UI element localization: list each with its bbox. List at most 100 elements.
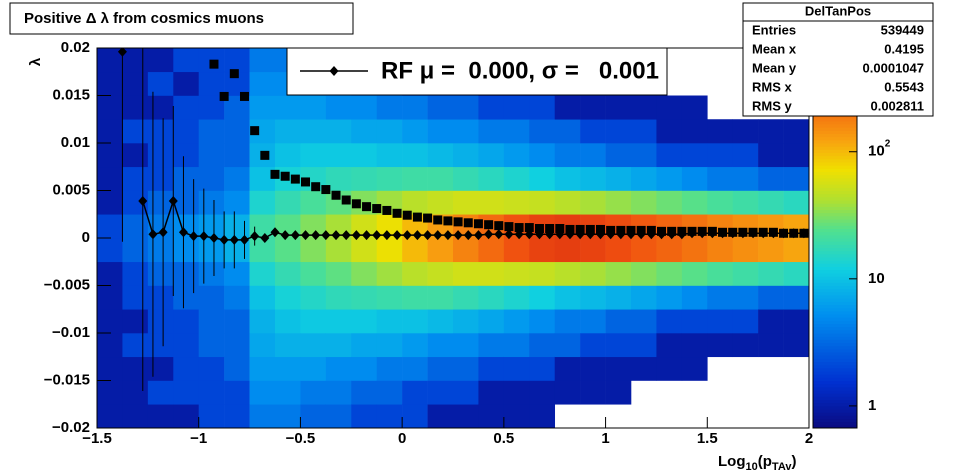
- heat-cell: [351, 285, 378, 310]
- color-bar-step: [813, 234, 857, 239]
- color-bar-step: [813, 177, 857, 182]
- color-bar-step: [813, 393, 857, 397]
- x-tick-label: 0.5: [493, 430, 514, 447]
- heat-cell: [529, 190, 556, 215]
- heat-cell: [681, 356, 708, 381]
- heatmap: [97, 48, 809, 428]
- heat-cell: [503, 380, 530, 405]
- heat-cell: [351, 95, 378, 120]
- heat-cell: [300, 309, 327, 334]
- heat-cell: [224, 166, 250, 191]
- color-bar-step: [813, 184, 857, 188]
- heat-cell: [122, 356, 149, 381]
- color-bar-step: [813, 310, 857, 315]
- heat-cell: [249, 190, 276, 215]
- heat-cell: [605, 238, 632, 263]
- heat-cell: [97, 380, 123, 405]
- heat-cell: [631, 309, 657, 334]
- diamond-marker: [433, 230, 443, 241]
- heat-cell: [656, 238, 683, 263]
- heat-cell: [478, 190, 505, 215]
- color-bar-step: [813, 190, 857, 195]
- heat-cell: [656, 333, 683, 358]
- heat-cell: [402, 333, 428, 358]
- heat-cell: [580, 333, 606, 358]
- heat-cell: [605, 190, 632, 215]
- x-label-part: (p: [758, 453, 772, 470]
- diamond-marker: [341, 230, 351, 241]
- square-marker: [484, 220, 494, 230]
- color-bar-step: [813, 203, 857, 207]
- color-bar-step: [813, 149, 857, 153]
- diamond-marker: [402, 230, 412, 241]
- heat-cell: [325, 95, 352, 120]
- heat-cell: [402, 143, 428, 168]
- diamond-marker: [657, 229, 667, 240]
- heat-cell: [147, 95, 174, 120]
- heat-cell: [478, 356, 505, 381]
- heat-cell: [147, 261, 174, 286]
- heat-cell: [605, 309, 632, 334]
- heat-cell: [453, 285, 479, 310]
- heat-cell: [733, 381, 759, 405]
- heat-cell: [453, 309, 479, 334]
- heat-cell: [427, 285, 454, 310]
- diamond-marker: [534, 229, 544, 240]
- title-box: [9, 2, 354, 35]
- heat-cell: [631, 190, 657, 215]
- heat-cell: [707, 261, 734, 286]
- diamond-marker: [697, 228, 707, 239]
- heat-cell: [147, 71, 174, 96]
- color-bar-step: [813, 272, 857, 277]
- heat-cell: [249, 309, 276, 334]
- heat-cell: [402, 404, 428, 428]
- heat-cell: [554, 285, 581, 310]
- diamond-marker: [484, 229, 494, 240]
- heat-cell: [656, 285, 683, 310]
- heat-cell: [198, 356, 225, 381]
- color-bar-step: [813, 285, 857, 290]
- stats-label: RMS y: [752, 98, 793, 113]
- diamond-marker: [311, 230, 321, 241]
- heat-cell: [707, 357, 733, 381]
- heat-cell: [503, 356, 530, 381]
- color-bar-step: [813, 247, 857, 252]
- heat-cell: [351, 309, 378, 334]
- heat-cell: [173, 380, 200, 405]
- heat-cell: [758, 381, 784, 405]
- square-marker: [514, 223, 524, 233]
- heat-cell: [325, 261, 352, 286]
- heat-cell: [580, 119, 606, 144]
- heat-cell: [97, 143, 123, 168]
- heat-cell: [300, 285, 327, 310]
- heat-cell: [325, 380, 352, 405]
- stats-label: RMS x: [752, 79, 793, 94]
- heat-cell: [351, 333, 378, 358]
- color-bar-step: [813, 371, 857, 375]
- color-bar-step: [813, 120, 857, 125]
- heat-cell: [503, 285, 530, 310]
- heat-cell: [249, 356, 276, 381]
- color-bar-step: [813, 399, 857, 404]
- heat-cell: [529, 95, 556, 120]
- diamond-marker: [595, 229, 605, 240]
- heat-cell: [478, 261, 505, 286]
- color-bar-step: [813, 130, 857, 134]
- heat-cell: [224, 309, 250, 334]
- diamond-marker: [565, 229, 575, 240]
- z-tick-label: 10: [868, 270, 885, 287]
- heat-cell: [631, 333, 657, 358]
- color-bar-step: [813, 143, 857, 147]
- square-marker: [341, 195, 351, 205]
- heat-cell: [224, 356, 250, 381]
- color-bar-step: [813, 282, 857, 286]
- square-marker: [250, 126, 260, 136]
- heat-cell: [758, 261, 784, 286]
- heat-cell: [275, 356, 301, 381]
- heat-cell: [376, 166, 403, 191]
- heat-cell: [249, 48, 276, 73]
- color-bar-step: [813, 377, 857, 381]
- heat-cell: [478, 380, 505, 405]
- heat-cell: [147, 333, 174, 358]
- heat-cell: [554, 309, 581, 334]
